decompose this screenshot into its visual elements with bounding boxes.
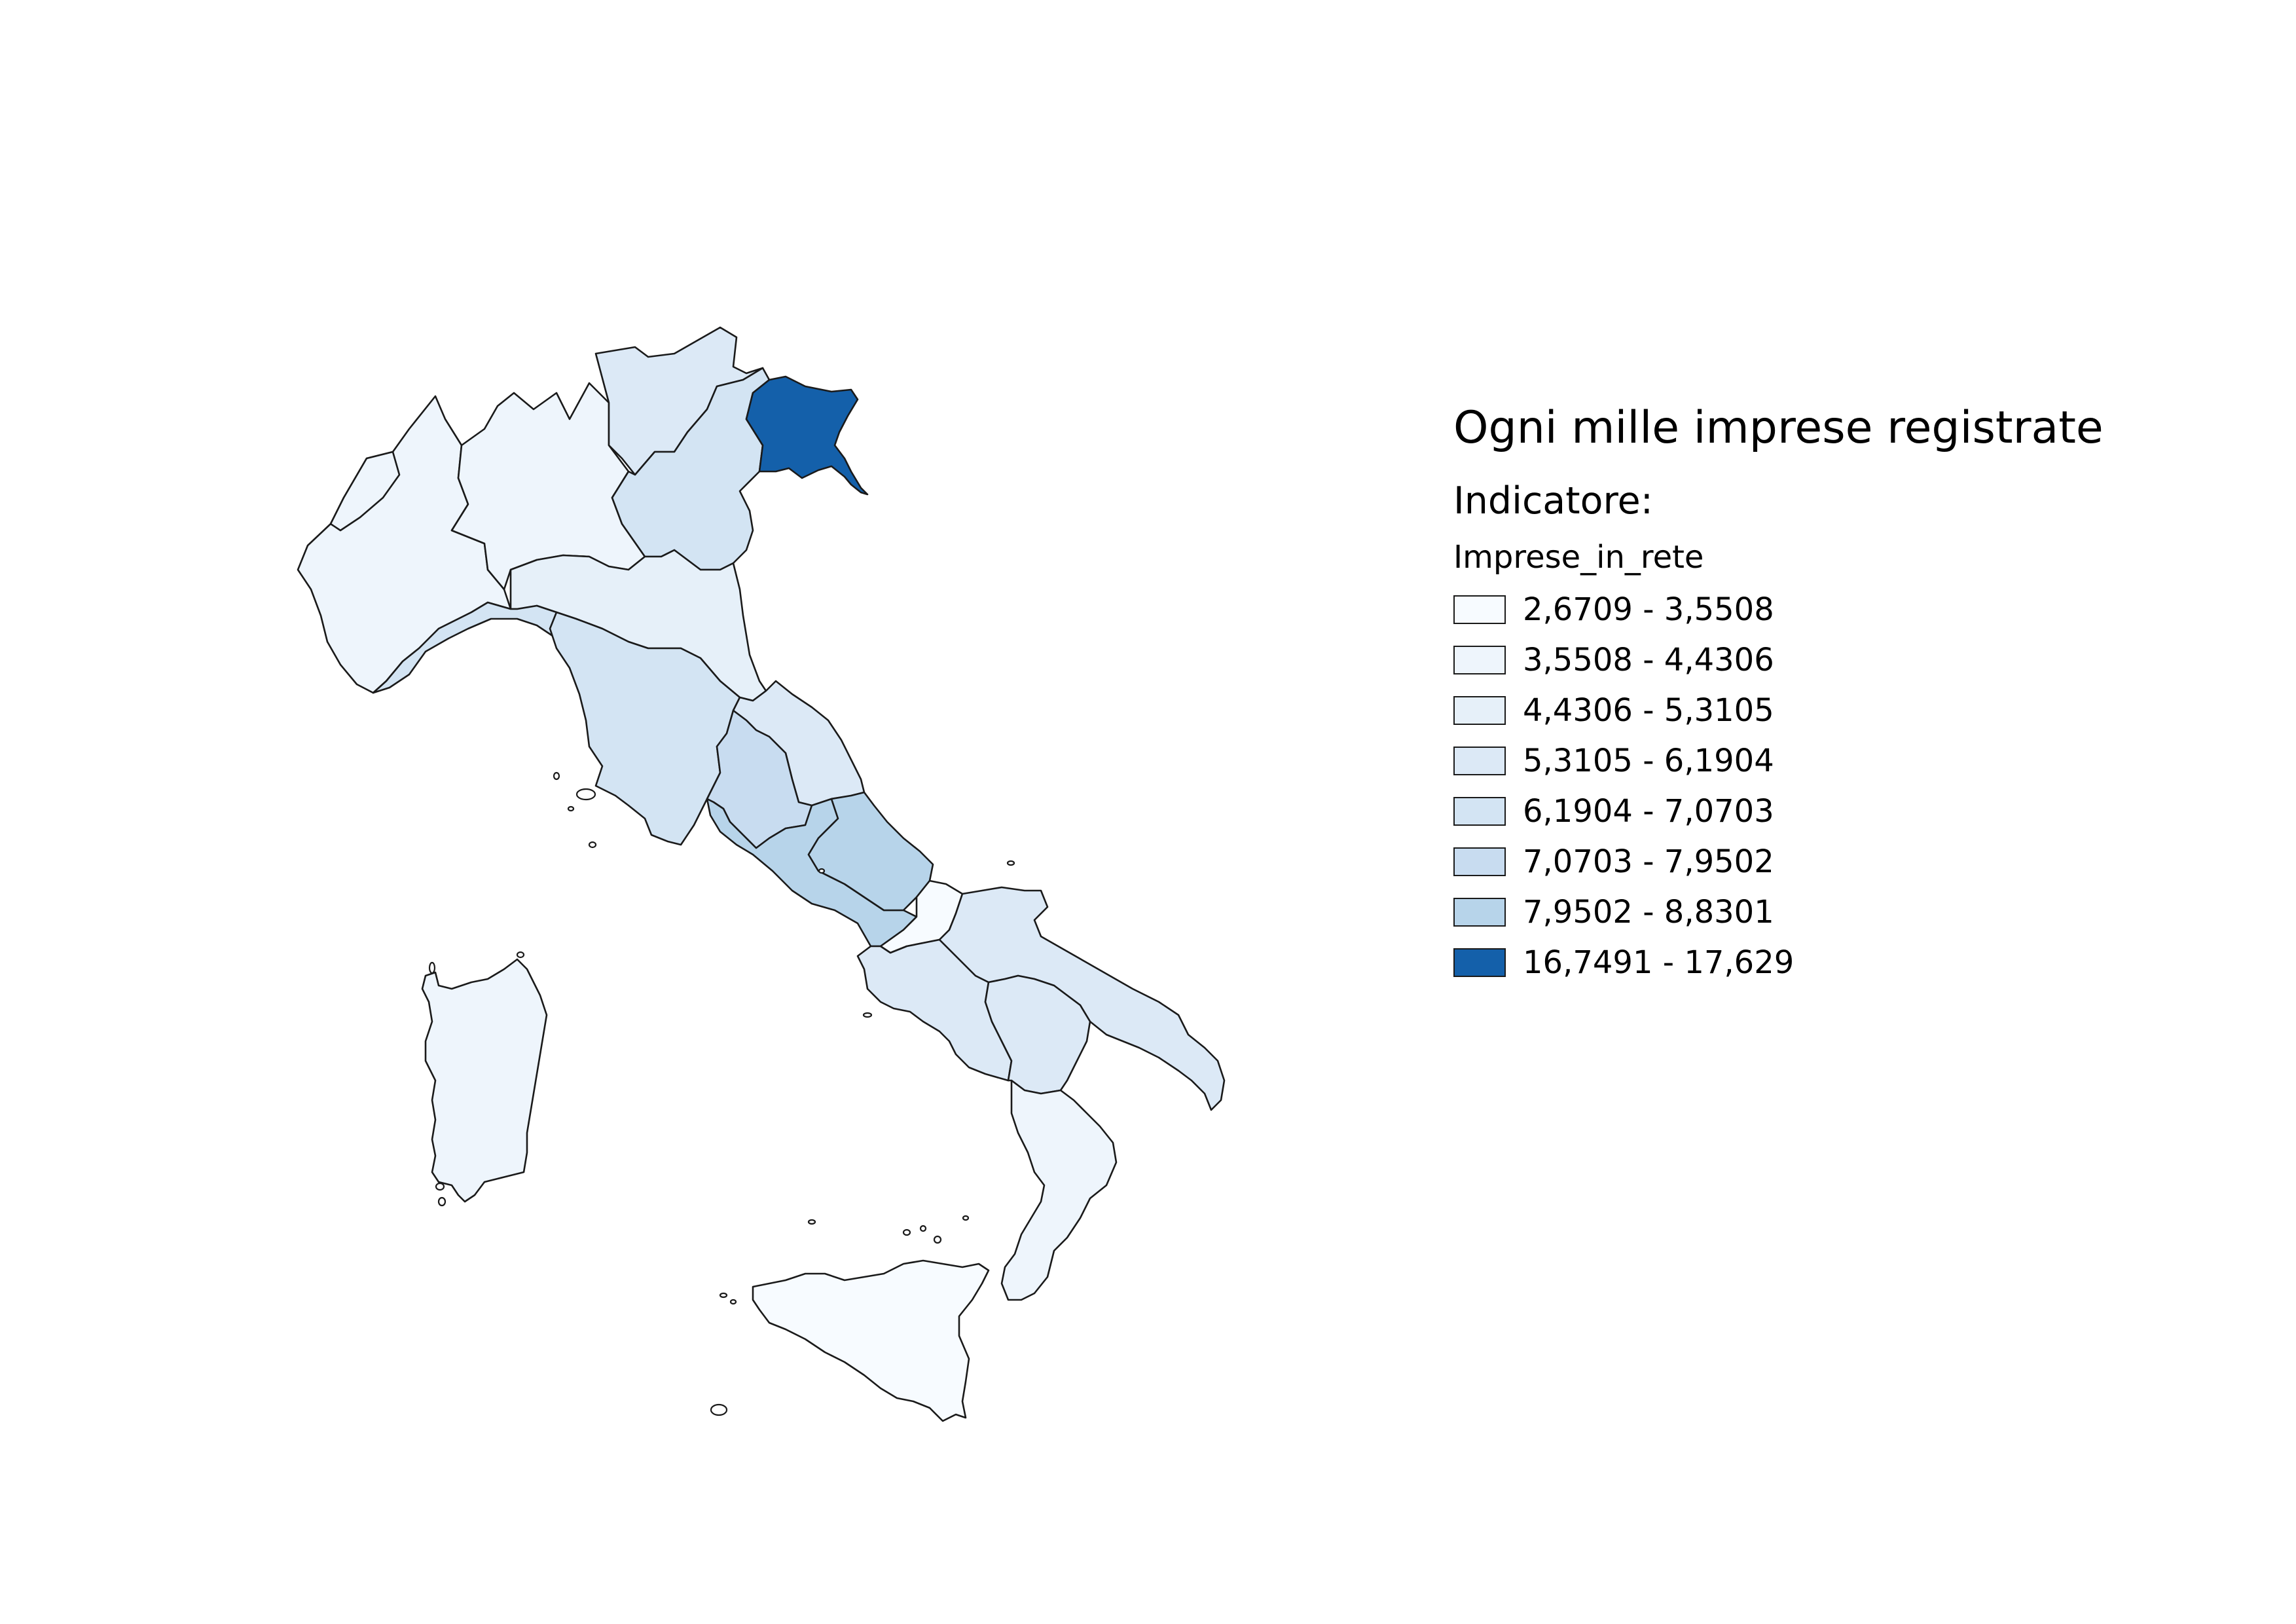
isle-asinara (428, 961, 436, 974)
legend-swatch (1453, 847, 1506, 876)
isle-giglio (588, 841, 597, 849)
legend-swatch (1453, 695, 1506, 725)
map-legend: Ogni mille imprese registrate Indicatore… (1453, 401, 2206, 987)
legend-field-name: Imprese_in_rete (1453, 539, 1704, 576)
region-sardegna (421, 958, 548, 1203)
isle-maddalena (516, 951, 525, 959)
legend-label: 4,4306 - 5,3105 (1523, 692, 1774, 729)
legend-item: 7,0703 - 7,9502 (1453, 836, 2206, 887)
isle-pianosa (567, 805, 575, 812)
isle-elba (575, 788, 596, 801)
legend-swatch (1453, 948, 1506, 977)
isle-egadi-2 (729, 1299, 737, 1305)
legend-label: 2,6709 - 3,5508 (1523, 591, 1774, 628)
legend-swatch (1453, 645, 1506, 674)
isle-ponza (818, 868, 826, 874)
legend-label: 7,0703 - 7,9502 (1523, 843, 1774, 880)
legend-label: 3,5508 - 4,4306 (1523, 641, 1774, 678)
isle-san-pietro (435, 1182, 445, 1191)
isle-tremiti (1006, 860, 1015, 866)
region-puglia (938, 886, 1226, 1111)
legend-item: 16,7491 - 17,629 (1453, 937, 2206, 987)
legend-item: 3,5508 - 4,4306 (1453, 635, 2206, 685)
legend-swatch (1453, 595, 1506, 624)
legend-subtitle: Indicatore: (1453, 479, 1653, 523)
isle-pantelleria (710, 1403, 728, 1416)
legend-classes: 2,6709 - 3,5508 3,5508 - 4,4306 4,4306 -… (1453, 584, 2206, 987)
isle-capri (862, 1012, 873, 1018)
isle-eolie-1 (902, 1228, 911, 1236)
region-toscana (549, 611, 741, 846)
isle-egadi-1 (719, 1292, 728, 1299)
isle-sant-antioco (437, 1196, 446, 1207)
isle-eolie-4 (962, 1215, 970, 1221)
region-friuli-venezia-giulia (745, 375, 869, 496)
region-sicilia (752, 1259, 990, 1422)
legend-swatch (1453, 746, 1506, 775)
legend-swatch (1453, 897, 1506, 927)
isle-ustica (807, 1219, 816, 1225)
isle-eolie-2 (919, 1225, 927, 1232)
legend-label: 7,9502 - 8,8301 (1523, 893, 1774, 931)
region-valle-aosta (329, 451, 401, 532)
isle-eolie-3 (933, 1235, 942, 1244)
legend-item: 5,3105 - 6,1904 (1453, 735, 2206, 786)
legend-label: 16,7491 - 17,629 (1523, 944, 1795, 981)
legend-item: 6,1904 - 7,0703 (1453, 786, 2206, 836)
isle-capraia (553, 771, 560, 781)
legend-item: 7,9502 - 8,8301 (1453, 887, 2206, 937)
legend-label: 6,1904 - 7,0703 (1523, 792, 1774, 830)
legend-swatch (1453, 796, 1506, 826)
legend-item: 2,6709 - 3,5508 (1453, 584, 2206, 635)
region-calabria (1000, 1079, 1118, 1301)
legend-item: 4,4306 - 5,3105 (1453, 685, 2206, 735)
region-basilicata (984, 974, 1091, 1095)
legend-label: 5,3105 - 6,1904 (1523, 742, 1774, 779)
legend-title: Ogni mille imprese registrate (1453, 402, 2104, 454)
